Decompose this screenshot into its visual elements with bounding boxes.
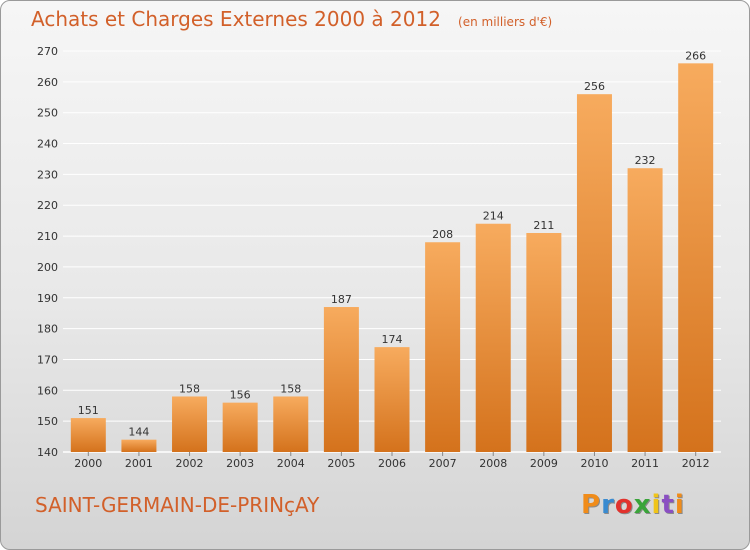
y-tick-label: 240 (37, 138, 58, 151)
y-tick-label: 160 (37, 384, 58, 397)
brand-letter: i (651, 490, 662, 520)
y-tick-label: 200 (37, 261, 58, 274)
bar-value-label: 158 (179, 382, 200, 395)
bar-value-label: 214 (483, 210, 504, 223)
y-axis: 140 150 160 170 180 190 200 210 220 230 240 250 260 2… (37, 45, 58, 459)
bars-layer: 151 144 158 156 158 187 174 208 214 211 256 232 266 (70, 49, 714, 452)
x-tick-label: 2011 (631, 457, 659, 470)
y-tick-label: 260 (37, 76, 58, 89)
x-axis: 2000 2001 2002 2003 2004 2005 2006 2007 2008 2009… (74, 452, 710, 470)
bar (323, 307, 359, 452)
y-tick-label: 250 (37, 107, 58, 120)
bar-value-label: 187 (331, 293, 352, 306)
x-tick-label: 2003 (226, 457, 254, 470)
x-tick-label: 2001 (125, 457, 153, 470)
brand-letter: r (601, 490, 615, 520)
x-tick-label: 2005 (327, 457, 355, 470)
x-tick-label: 2000 (74, 457, 102, 470)
x-tick-label: 2002 (176, 457, 204, 470)
chart-unit: (en milliers d'€) (458, 15, 553, 29)
brand-letter: o (614, 490, 634, 520)
bar-value-label: 144 (128, 426, 149, 439)
y-tick-label: 270 (37, 45, 58, 58)
x-tick-label: 2009 (530, 457, 558, 470)
commune-name: SAINT-GERMAIN-DE-PRINçAY (35, 493, 320, 517)
chart-header: Achats et Charges Externes 2000 à 2012 (… (31, 7, 552, 31)
bar-value-label: 151 (78, 404, 99, 417)
bar (121, 439, 157, 452)
y-tick-label: 210 (37, 230, 58, 243)
chart-title: Achats et Charges Externes 2000 à 2012 (31, 7, 441, 31)
y-tick-label: 140 (37, 446, 58, 459)
bar (425, 242, 461, 452)
bar-value-label: 158 (280, 382, 301, 395)
brand-letter: P (581, 490, 602, 520)
bar (273, 396, 309, 452)
y-tick-label: 220 (37, 199, 58, 212)
bar (678, 63, 714, 452)
bar (222, 402, 258, 452)
bar (374, 347, 410, 452)
bar (526, 232, 562, 452)
bar (627, 168, 663, 452)
bar-value-label: 266 (685, 49, 706, 62)
x-tick-label: 2004 (277, 457, 305, 470)
proxiti-logo[interactable]: Proxiti (581, 490, 685, 520)
x-tick-label: 2006 (378, 457, 406, 470)
bar-value-label: 174 (382, 333, 403, 346)
x-tick-label: 2012 (682, 457, 710, 470)
bar-value-label: 208 (432, 228, 453, 241)
brand-letter: i (674, 490, 685, 520)
bar (576, 94, 612, 452)
x-tick-label: 2010 (580, 457, 608, 470)
y-tick-label: 170 (37, 353, 58, 366)
x-tick-label: 2008 (479, 457, 507, 470)
y-tick-label: 150 (37, 415, 58, 428)
bar-value-label: 256 (584, 80, 605, 93)
y-tick-label: 180 (37, 323, 58, 336)
y-tick-label: 190 (37, 292, 58, 305)
bar (172, 396, 208, 452)
y-tick-label: 230 (37, 168, 58, 181)
bar-value-label: 232 (635, 154, 656, 167)
bar-value-label: 211 (533, 219, 554, 232)
x-tick-label: 2007 (429, 457, 457, 470)
brand-letter: t (661, 490, 675, 520)
bar (475, 223, 511, 452)
bar-value-label: 156 (230, 389, 251, 402)
brand-letter: x (633, 490, 652, 520)
bar (70, 418, 106, 452)
